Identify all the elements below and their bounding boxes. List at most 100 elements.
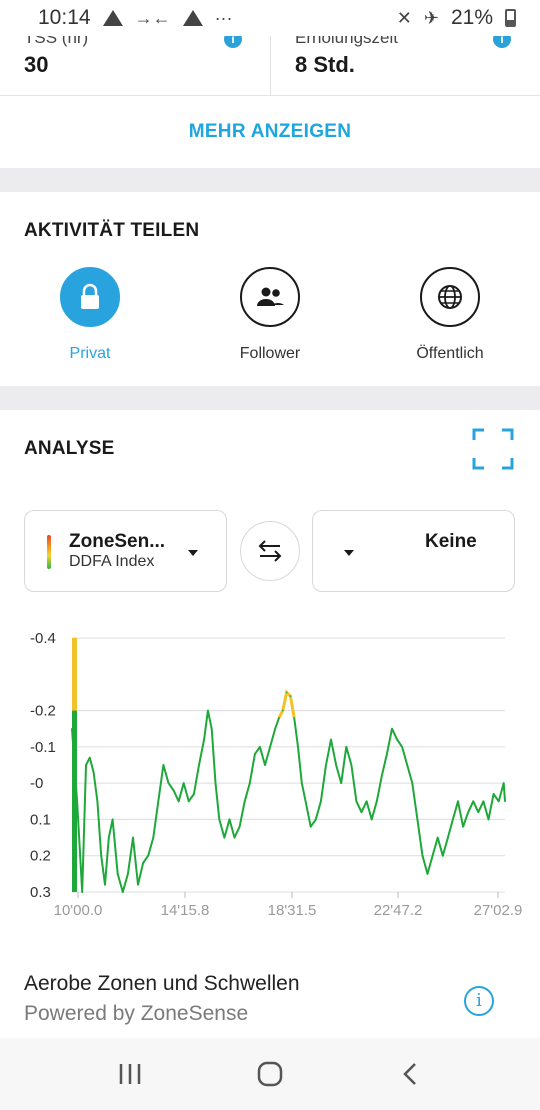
share-circle[interactable] [240,267,300,327]
data-point [447,836,449,839]
zone-bar-high [72,638,77,711]
data-point [406,764,409,766]
data-point [76,800,78,803]
data-point [177,800,180,803]
zones-row[interactable]: Aerobe Zonen und Schwellen Powered by Zo… [24,968,514,1038]
data-point [391,727,393,730]
data-point [497,800,500,803]
data-point [100,854,102,857]
data-point [426,873,429,875]
data-point [452,818,454,821]
y-tick-label: -0.2 [30,703,56,720]
data-point [477,811,480,813]
data-point [436,836,439,839]
data-point [214,782,217,784]
data-point [198,764,200,766]
data-point [315,818,317,821]
stat-recovery: Erholungszeit 8 Std. i [295,28,515,96]
data-point [249,782,251,784]
system-nav-bar [0,1038,540,1110]
y-tick-label: 0.3 [30,884,51,901]
stat-value: 30 [24,52,49,77]
share-circle[interactable] [60,267,120,327]
data-point [127,873,129,875]
fullscreen-icon[interactable] [472,428,514,470]
share-option-label: Öffentlich [416,345,484,362]
back-icon [403,1063,416,1085]
data-point [137,883,139,886]
show-more-button[interactable]: MEHR ANZEIGEN [188,121,352,142]
data-point [147,854,149,857]
data-point [132,836,134,839]
y-tick-label: -0.1 [30,739,56,756]
data-point [278,717,280,719]
ddfa-chart: -0.4 -0.2 -0.1 -0 0.1 0.2 0.310'00.0 14'15.8 18'… [30,630,522,919]
data-point [320,800,322,803]
people-icon [257,287,284,306]
stat-tss: TSS (hr) 30 i [24,28,246,96]
data-point [108,836,110,839]
data-point [370,818,373,821]
data-point [293,717,296,719]
stats-row: TSS (hr) 30 i Erholungszeit 8 Std. i [0,28,540,96]
share-option-public[interactable]: Öffentlich [380,267,520,363]
data-point [360,811,363,813]
y-tick-label: 0.2 [30,848,51,865]
data-point [309,825,312,828]
data-point [96,800,99,803]
data-point [238,825,241,828]
picker-sub-label: DDFA Index [69,553,155,570]
recent-apps-button[interactable] [110,1054,150,1094]
data-point [365,800,368,803]
stat-value: 8 Std. [295,52,355,77]
secondary-metric-dropdown[interactable]: Keine [312,510,515,592]
data-point [304,800,307,803]
share-circle[interactable] [420,267,480,327]
mute-icon: ✕ [396,7,412,28]
data-point [89,756,91,759]
info-icon[interactable]: i [464,986,494,1016]
zones-title: Aerobe Zonen und Schwellen [24,972,300,995]
lock-icon [81,283,99,309]
data-point [442,854,444,857]
data-point [182,782,185,784]
share-option-private[interactable]: Privat [20,267,160,363]
data-point [487,818,490,821]
home-button[interactable] [250,1054,290,1094]
home-icon [257,1061,283,1087]
data-point [157,800,160,803]
data-point [274,727,277,730]
back-button[interactable] [390,1054,430,1094]
zones-subtitle: Powered by ZoneSense [24,1002,249,1025]
share-section: AKTIVITÄT TEILEN Privat Follower [0,192,540,386]
swap-button[interactable] [240,521,300,581]
share-option-follower[interactable]: Follower [200,267,340,363]
data-point [223,836,226,839]
data-point [116,873,119,875]
data-point [259,746,261,748]
data-point [421,854,424,857]
more-dots-icon: ··· [214,7,233,28]
y-tick-label: -0.4 [30,630,56,647]
zone-bar-normal [72,710,77,892]
picker-main-label: Keine [425,531,477,552]
data-point [81,891,83,893]
recent-apps-icon [119,1064,141,1084]
data-point [350,764,353,766]
data-point [122,891,124,893]
data-point [172,789,175,792]
data-point [502,782,505,784]
primary-metric-dropdown[interactable]: ZoneSen... DDFA Index [24,510,227,592]
data-point [254,753,256,755]
data-point [92,771,95,774]
x-tick-label: 22'47.2 [374,902,423,919]
y-tick-label: -0 [30,775,43,792]
status-time: 10:14 [38,6,91,29]
share-title: AKTIVITÄT TEILEN [24,220,200,241]
chevron-down-icon [344,550,354,556]
data-point [396,738,398,741]
data-point [335,764,337,766]
share-option-label: Privat [69,345,111,362]
chevron-down-icon [188,550,198,556]
data-point [111,818,114,821]
